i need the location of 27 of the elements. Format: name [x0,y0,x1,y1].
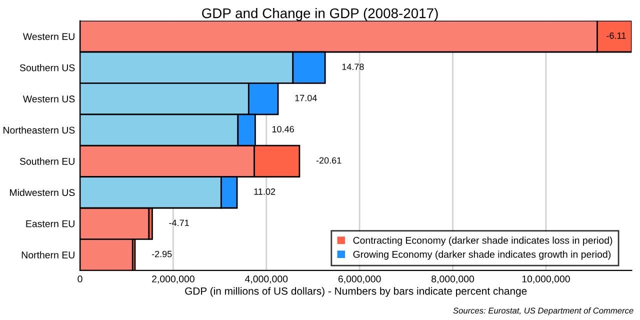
y-tick-label: Midwestern US [10,188,75,196]
annotation: -6.11 [606,32,626,39]
x-tick-label: 0 [78,276,82,282]
annotation: 10.46 [272,126,294,132]
y-tick-label: Northeastern US [4,126,75,134]
chart-title: GDP and Change in GDP (2008-2017) [202,8,438,21]
source-note: Sources: Eurostat, US Department of Commerce [453,307,634,316]
annotation: 14.78 [342,64,364,70]
annotation: -2.95 [152,250,172,258]
legend-label: Contracting Economy (darker shade indicates loss in period) [353,236,612,246]
x-tick-label: 2,000,000 [152,276,194,284]
y-tick-label: Southern US [20,64,75,72]
annotation: 17.04 [295,94,317,102]
x-tick-label: 8,000,000 [432,276,474,284]
y-tick-label: Southern EU [20,158,74,165]
annotation: 11.02 [254,188,276,195]
y-tick-label: Western EU [22,33,74,40]
annotation: -4.71 [169,220,189,226]
y-tick-label: Northern EU [22,251,74,258]
x-tick-label: 4,000,000 [244,276,288,284]
x-tick-label: 6,000,000 [338,276,381,284]
x-axis-title: GDP (in millions of US dollars) - Numbers by bars indicate percent change [185,287,527,297]
annotation: -20.61 [316,157,342,164]
y-tick-label: Eastern EU [26,220,74,228]
y-tick-label: Western US [22,96,75,102]
legend-label: Growing Economy (darker shade indicates growth in period) [353,250,610,260]
x-tick-label: 10,000,000 [522,276,570,284]
